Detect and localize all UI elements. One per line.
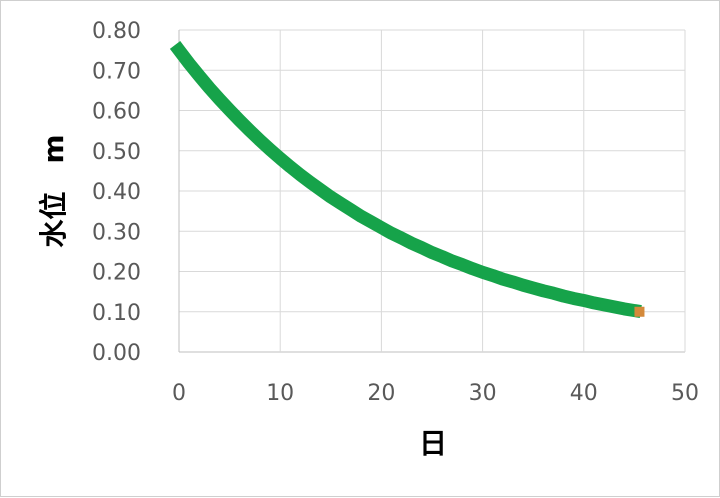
data-point [357,212,366,221]
x-tick-label: 50 [671,381,699,406]
data-point [589,298,598,307]
data-point [559,292,568,301]
series-line [169,41,642,318]
x-tick-label: 0 [172,381,186,406]
data-point [600,300,609,309]
x-tick-label: 30 [469,381,497,406]
data-point [215,95,224,104]
data-point [579,296,588,305]
x-tick-label: 20 [367,381,395,406]
data-point [407,239,416,248]
data-point [508,277,517,286]
data-point [316,185,325,194]
y-tick-label: 0.20 [92,261,141,286]
data-point [326,193,335,202]
data-point [519,281,528,290]
y-axis-title: 水位 m [37,134,70,247]
data-point [448,257,457,266]
y-tick-label: 0.70 [92,59,141,84]
y-tick-label: 0.60 [92,100,141,125]
data-point [336,199,345,208]
data-point [185,59,194,68]
data-point [478,268,487,277]
data-point [195,71,204,80]
x-tick-label: 40 [570,381,598,406]
data-point [397,234,406,243]
data-point [468,264,477,273]
x-tick-label: 10 [266,381,294,406]
y-tick-label: 0.30 [92,220,141,245]
y-tick-label: 0.40 [92,180,141,205]
data-point [276,154,285,163]
data-point [377,223,386,232]
data-point [458,260,467,269]
data-point [255,136,264,145]
data-point [347,205,356,214]
x-axis-title: 日 [419,427,447,460]
data-point [296,170,305,179]
data-point [428,248,436,257]
data-point [569,294,578,303]
data-point [438,252,447,261]
data-point [266,145,275,154]
data-point [498,275,507,284]
data-point [367,217,376,226]
data-point [245,126,254,135]
data-point [539,286,548,295]
data-point [488,271,497,280]
data-point [620,304,629,313]
data-point [529,284,538,293]
y-tick-label: 0.10 [92,301,141,326]
end-point-marker [634,306,645,317]
data-point [610,302,619,311]
y-tick-label: 0.80 [92,19,141,44]
y-tick-label: 0.50 [92,140,141,165]
y-tick-label: 0.00 [92,341,141,366]
data-point [175,46,183,55]
data-point [225,106,234,115]
data-point [286,162,295,171]
data-point [205,83,214,92]
data-point [549,289,558,298]
data-point [417,243,426,252]
data-point [306,178,315,187]
data-point [235,116,244,125]
data-point [387,229,396,238]
